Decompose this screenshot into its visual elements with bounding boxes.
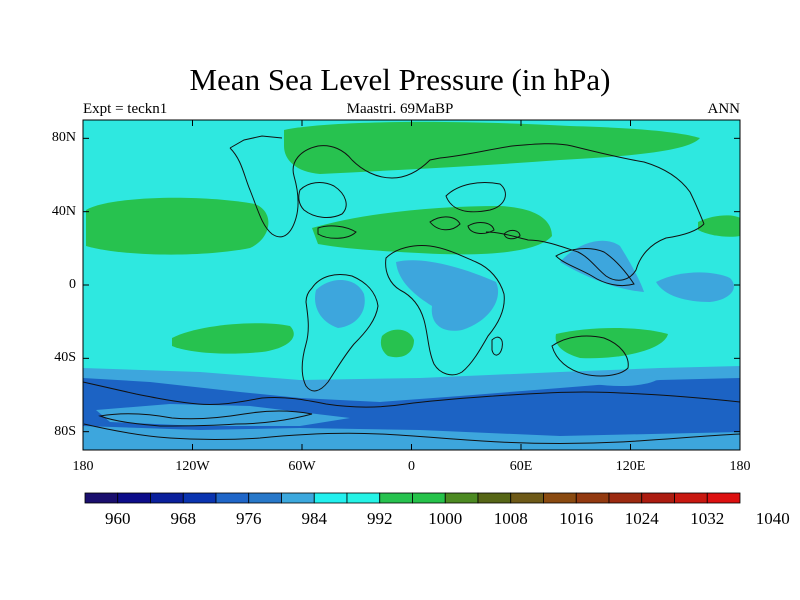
colorbar-swatch bbox=[281, 492, 315, 504]
western-pacific-low bbox=[656, 272, 734, 302]
lat-tick-label: 80S bbox=[54, 423, 76, 439]
arctic-high bbox=[284, 121, 700, 174]
colorbar-label: 1024 bbox=[624, 509, 659, 528]
colorbar-swatch bbox=[477, 492, 512, 504]
madagascar-coast bbox=[491, 336, 503, 356]
colorbar-label: 1032 bbox=[690, 509, 725, 528]
lon-tick-label: 60E bbox=[509, 459, 533, 474]
colorbar-swatch bbox=[84, 492, 119, 504]
south-pacific-high bbox=[172, 323, 294, 354]
lat-tick-label: 80N bbox=[51, 130, 76, 146]
antarctic-shelf bbox=[98, 410, 313, 427]
colorbar-swatch bbox=[182, 492, 217, 504]
colorbar-swatch bbox=[412, 492, 446, 504]
east-asia-high bbox=[698, 215, 740, 237]
colorbar-swatch bbox=[641, 492, 675, 504]
india-coast bbox=[555, 248, 635, 287]
period-label: Maastri. 69MaBP bbox=[346, 101, 454, 117]
asia-south-coast bbox=[485, 223, 705, 281]
south-america-coast bbox=[301, 274, 379, 392]
africa-coast bbox=[385, 245, 505, 376]
colorbar-swatch bbox=[510, 492, 544, 504]
eurasia-interior-sea bbox=[445, 182, 506, 213]
tethys-islands bbox=[429, 216, 521, 240]
lon-tick-label: 0 bbox=[408, 459, 415, 474]
colorbar-swatch bbox=[346, 492, 381, 504]
africa-low bbox=[396, 260, 499, 331]
longitude-ticks bbox=[82, 120, 741, 450]
pacific-arc-coast bbox=[83, 423, 741, 444]
coastlines bbox=[82, 135, 741, 444]
australia-coast bbox=[551, 335, 629, 377]
colorbar-swatch bbox=[706, 492, 741, 504]
colorbar-swatch bbox=[674, 492, 708, 504]
south-america-low bbox=[314, 279, 365, 328]
map-title: Mean Sea Level Pressure (in hPa) bbox=[189, 62, 611, 97]
colorbar-swatch bbox=[150, 492, 184, 504]
colorbar-swatch bbox=[575, 492, 610, 504]
colorbar-swatch bbox=[444, 492, 479, 504]
colorbar-swatch bbox=[608, 492, 643, 504]
lon-tick-label: 120E bbox=[615, 459, 646, 474]
colorbar-swatch bbox=[248, 492, 282, 504]
colorbar-label: 1000 bbox=[428, 509, 463, 528]
north-america-inner bbox=[298, 182, 357, 239]
south-atlantic-high bbox=[380, 329, 414, 358]
colorbar bbox=[84, 492, 741, 504]
lon-tick-label: 180 bbox=[729, 459, 751, 474]
europe-asia-coast bbox=[439, 143, 705, 225]
indian-ocean-high bbox=[555, 328, 668, 359]
north-america-coast bbox=[229, 145, 441, 238]
colorbar-swatch bbox=[379, 492, 413, 504]
pressure-field bbox=[83, 120, 740, 450]
season-label: ANN bbox=[707, 101, 741, 117]
lon-tick-label: 120W bbox=[175, 459, 210, 474]
antarctica-coast bbox=[82, 381, 741, 408]
north-america-west-coast bbox=[229, 135, 283, 149]
colorbar-swatch bbox=[215, 492, 250, 504]
lat-tick-label: 40N bbox=[51, 203, 76, 219]
colorbar-label: 968 bbox=[170, 509, 197, 528]
colorbar-label: 1016 bbox=[559, 509, 594, 528]
lon-tick-label: 180 bbox=[72, 459, 94, 474]
colorbar-swatch bbox=[543, 492, 577, 504]
colorbar-swatch bbox=[117, 492, 151, 504]
tethys-high bbox=[312, 206, 552, 255]
lon-tick-label: 60W bbox=[288, 459, 316, 474]
colorbar-label: 984 bbox=[301, 509, 328, 528]
colorbar-label: 976 bbox=[236, 509, 262, 528]
colorbar-label: 1040 bbox=[755, 509, 790, 528]
latitude-ticks bbox=[83, 137, 740, 433]
colorbar-swatch bbox=[313, 492, 348, 504]
lat-tick-label: 40S bbox=[54, 350, 76, 366]
colorbar-label: 960 bbox=[105, 509, 131, 528]
north-pacific-high bbox=[86, 197, 269, 255]
experiment-label: Expt = teckn1 bbox=[83, 101, 168, 117]
colorbar-label: 1008 bbox=[493, 509, 528, 528]
colorbar-label: 992 bbox=[367, 509, 393, 528]
southern-low-inner bbox=[96, 404, 350, 426]
lat-tick-label: 0 bbox=[69, 277, 76, 292]
